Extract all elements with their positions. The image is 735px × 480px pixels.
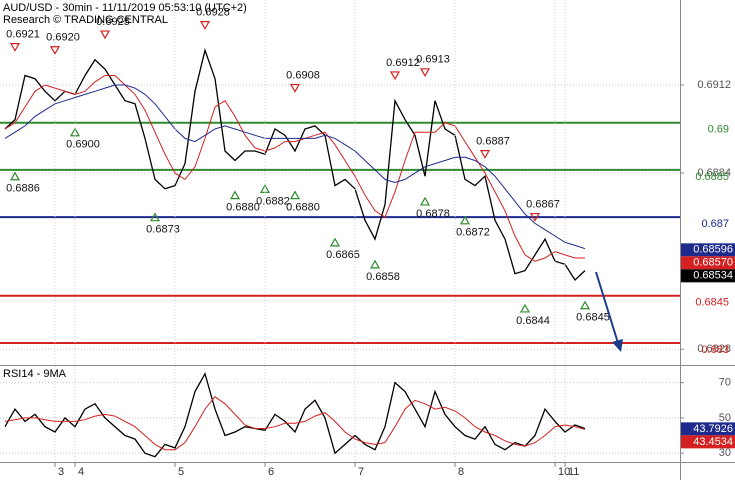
chart-subtitle: Research © TRADING CENTRAL xyxy=(3,14,168,26)
price-tag xyxy=(681,435,735,449)
series-line xyxy=(4,75,585,262)
x-tick-label: 3 xyxy=(58,466,64,478)
swing-label: 0.6920 xyxy=(46,32,80,44)
x-tick-label: 4 xyxy=(78,466,84,478)
swing-high-marker xyxy=(9,43,21,52)
swing-label: 0.6872 xyxy=(456,227,490,239)
price-tag-label: 0.68534 xyxy=(693,270,733,282)
swing-label: 0.6912 xyxy=(386,57,420,69)
swing-high-marker xyxy=(529,212,541,222)
x-tick-label: 11 xyxy=(568,466,579,478)
swing-low-marker xyxy=(579,300,591,310)
swing-low-marker xyxy=(369,259,381,269)
swing-label: 0.6865 xyxy=(326,249,360,261)
swing-label: 0.6908 xyxy=(286,69,320,81)
swing-high-marker xyxy=(99,30,111,40)
swing-high-marker xyxy=(199,21,211,30)
level-label: 0.6845 xyxy=(695,297,729,309)
price-tag xyxy=(681,269,735,283)
swing-label: 0.6928 xyxy=(196,7,230,19)
level-label: 0.6885 xyxy=(695,171,729,183)
swing-label: 0.6867 xyxy=(526,198,560,210)
x-tick-label: 5 xyxy=(178,466,184,478)
series-line xyxy=(4,396,586,451)
x-tick-label: 7 xyxy=(358,466,364,478)
swing-high-marker xyxy=(389,71,401,81)
y-tick-label: 30 xyxy=(719,447,731,459)
chart-title: AUD/USD - 30min - 11/11/2019 05:53:10 (U… xyxy=(3,2,247,14)
series-line xyxy=(4,372,586,458)
level-label: 0.687 xyxy=(701,218,729,230)
x-tick-label: 10 xyxy=(558,466,570,478)
swing-label: 0.6858 xyxy=(366,271,400,283)
series-line xyxy=(4,48,586,282)
arrow-shaft xyxy=(595,271,619,344)
rsi-title: RSI14 - 9MA xyxy=(3,368,67,380)
swing-label: 0.6880 xyxy=(286,202,320,214)
y-tick-label: 50 xyxy=(719,412,731,424)
y-tick-label: 70 xyxy=(719,377,731,389)
swing-low-marker xyxy=(9,171,21,181)
y-tick-label: 0.6828 xyxy=(697,343,731,355)
swing-label: 0.6845 xyxy=(576,312,610,324)
y-tick-label: 0.6884 xyxy=(697,167,731,179)
price-tag-label: 43.4534 xyxy=(693,436,733,448)
swing-label: 0.6925 xyxy=(96,16,130,28)
swing-low-marker xyxy=(229,190,241,200)
swing-high-marker xyxy=(289,83,301,93)
swing-low-marker xyxy=(419,196,431,206)
forecast-arrow xyxy=(595,271,623,352)
swing-high-marker xyxy=(49,46,61,55)
price-tag-label: 0.68596 xyxy=(693,244,733,256)
swing-label: 0.6844 xyxy=(516,315,550,327)
x-tick-label: 6 xyxy=(268,466,274,478)
level-label: 0.683 xyxy=(701,344,729,356)
swing-label: 0.6900 xyxy=(66,139,100,151)
level-label: 0.69 xyxy=(708,124,729,136)
price-tag-label: 43.7926 xyxy=(693,423,733,435)
price-tag xyxy=(681,256,735,270)
swing-low-marker xyxy=(289,190,301,200)
swing-low-marker xyxy=(329,237,341,247)
price-tag-label: 0.68570 xyxy=(693,257,733,269)
price-tag xyxy=(681,422,735,436)
swing-label: 0.6882 xyxy=(256,195,290,207)
swing-label: 0.6921 xyxy=(6,29,40,41)
x-tick-label: 8 xyxy=(458,466,464,478)
swing-low-marker xyxy=(149,212,161,222)
series-line xyxy=(4,84,586,250)
swing-label: 0.6880 xyxy=(226,202,260,214)
swing-high-marker xyxy=(479,150,491,159)
swing-label: 0.6873 xyxy=(146,224,180,236)
swing-high-marker xyxy=(419,68,431,78)
swing-label: 0.6913 xyxy=(416,54,450,66)
swing-label: 0.6878 xyxy=(416,208,450,220)
arrow-head xyxy=(612,339,623,352)
swing-label: 0.6886 xyxy=(6,183,40,195)
swing-label: 0.6887 xyxy=(476,136,510,148)
swing-low-marker xyxy=(519,303,531,313)
price-tag xyxy=(681,243,735,257)
swing-low-marker xyxy=(459,215,471,225)
y-tick-label: 0.6912 xyxy=(697,79,731,91)
